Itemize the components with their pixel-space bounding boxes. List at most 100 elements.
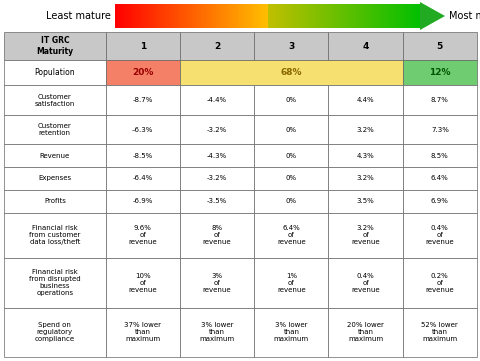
Bar [4,308,106,357]
Text: 8.5%: 8.5% [430,153,448,159]
Text: 2: 2 [214,42,220,51]
Bar [402,86,476,115]
Bar [187,4,188,28]
Bar [152,4,153,28]
Bar [393,4,395,28]
Bar [324,4,326,28]
Bar [188,4,190,28]
Bar [385,4,387,28]
Bar [106,213,180,258]
Bar [180,308,254,357]
Bar [318,4,320,28]
Bar [330,4,332,28]
Bar [254,115,328,144]
Bar [254,144,328,167]
Bar [254,86,328,115]
Bar [372,4,373,28]
Bar [396,4,398,28]
Bar [139,4,141,28]
Bar [185,4,187,28]
Bar [223,4,225,28]
Bar [358,4,360,28]
Bar [281,4,283,28]
Bar [264,4,266,28]
Bar [373,4,375,28]
Text: -6.9%: -6.9% [132,198,153,204]
Bar [350,4,352,28]
Bar [211,4,213,28]
Text: Customer
satisfaction: Customer satisfaction [35,94,75,107]
Bar [300,4,301,28]
Bar [135,4,136,28]
Bar [180,115,254,144]
Bar [406,4,407,28]
Bar [106,32,180,60]
Text: Profits: Profits [44,198,66,204]
Bar [328,86,402,115]
Bar [295,4,297,28]
Bar [402,144,476,167]
Bar [121,4,122,28]
Bar [402,115,476,144]
Bar [320,4,321,28]
Bar [353,4,355,28]
Bar [381,4,383,28]
Bar [248,4,249,28]
Bar [317,4,318,28]
Bar [217,4,219,28]
Text: 3% lower
than
maximum: 3% lower than maximum [199,322,234,342]
Bar [106,115,180,144]
Bar [301,4,303,28]
Bar [402,4,404,28]
Bar [352,4,353,28]
Bar [180,86,254,115]
Bar [106,144,180,167]
Bar [202,4,204,28]
Bar [208,4,210,28]
Bar [254,308,328,357]
Bar [312,4,313,28]
Bar [286,4,288,28]
Bar [180,4,182,28]
Bar [118,4,120,28]
Bar [289,4,291,28]
Bar [413,4,415,28]
Bar [402,213,476,258]
Bar [375,4,376,28]
Text: 20%: 20% [132,68,153,77]
Bar [326,4,327,28]
Bar [196,4,197,28]
Bar [138,4,139,28]
Bar [401,4,402,28]
Bar [4,258,106,308]
Bar [193,4,194,28]
Bar [4,213,106,258]
Bar [176,4,178,28]
Bar [388,4,390,28]
Text: 52% lower
than
maximum: 52% lower than maximum [420,322,457,342]
Text: 4.3%: 4.3% [356,153,374,159]
Text: 20% lower
than
maximum: 20% lower than maximum [347,322,383,342]
Bar [254,167,328,190]
Text: 0%: 0% [285,97,296,103]
Bar [334,4,335,28]
Bar [4,115,106,144]
Bar [142,4,144,28]
Bar [390,4,392,28]
Bar [194,4,196,28]
Bar [332,4,334,28]
Bar [106,308,180,357]
Bar [170,4,171,28]
Text: 6.4%: 6.4% [430,175,448,182]
Bar [147,4,148,28]
Text: 6.9%: 6.9% [430,198,448,204]
Bar [402,32,476,60]
Bar [155,4,156,28]
Bar [179,4,180,28]
Bar [408,4,410,28]
Bar [159,4,161,28]
Text: 8%
of
revenue: 8% of revenue [203,225,231,245]
Bar [276,4,277,28]
Bar [349,4,350,28]
Text: 12%: 12% [428,68,450,77]
